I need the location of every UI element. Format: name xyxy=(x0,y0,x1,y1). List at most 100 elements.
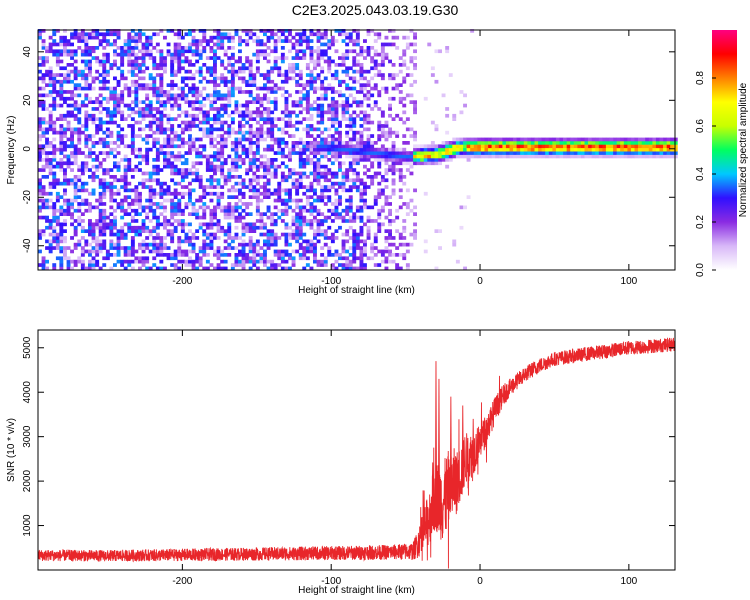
spectrogram-cell xyxy=(213,52,217,57)
spectrogram-cell xyxy=(309,79,314,84)
spectrogram-cell xyxy=(152,188,157,193)
spectrogram-cell xyxy=(259,175,264,179)
spectrogram-cell xyxy=(380,124,385,128)
spectrogram-cell xyxy=(80,168,85,172)
spectrogram-cell xyxy=(63,202,67,206)
spectrogram-cell xyxy=(663,151,667,155)
spectrogram-cell xyxy=(470,29,475,33)
spectrogram-cell xyxy=(359,205,364,210)
spectrogram-cell xyxy=(91,175,96,179)
spectrogram-cell xyxy=(248,83,253,87)
spectrogram-cell xyxy=(338,202,342,206)
spectrogram-cell xyxy=(238,103,242,108)
spectrogram-cell xyxy=(177,107,182,111)
spectrogram-cell xyxy=(641,147,646,152)
spectrogram-cell xyxy=(180,110,185,115)
spectrogram-cell xyxy=(345,49,350,54)
spectrogram-cell xyxy=(105,130,110,135)
spectrogram-cell xyxy=(234,263,239,267)
spectrogram-cell xyxy=(323,127,328,132)
spectrogram-cell xyxy=(116,164,121,169)
spectrogram-cell xyxy=(273,239,278,244)
spectrogram-cell xyxy=(291,215,296,220)
spectrogram-cell xyxy=(88,96,92,101)
spectrogram-cell xyxy=(370,107,375,111)
spectrogram-cell xyxy=(352,42,357,47)
spectrogram-cell xyxy=(273,198,278,203)
spectrogram-cell xyxy=(291,56,296,60)
spectrogram-cell xyxy=(563,141,567,145)
spectrogram-cell xyxy=(309,49,314,54)
spectrogram-cell xyxy=(273,236,278,240)
spectrogram-cell xyxy=(338,198,342,203)
spectrogram-cell xyxy=(359,215,364,220)
spectrogram-cell xyxy=(70,181,74,186)
spectrogram-cell xyxy=(423,144,428,149)
spectrogram-cell xyxy=(123,266,128,271)
spectrogram-cell xyxy=(670,154,675,159)
spectrogram-cell xyxy=(127,259,132,264)
spectrogram-cell xyxy=(220,151,225,155)
spectrogram-cell xyxy=(338,253,342,257)
spectrogram-cell xyxy=(209,212,214,216)
spectrogram-cell xyxy=(180,185,185,189)
spectrogram-cell xyxy=(155,100,160,104)
spectrogram-cell xyxy=(323,29,328,33)
spectrogram-cell xyxy=(209,232,214,237)
spectrogram-cell xyxy=(73,103,78,108)
spectrogram-cell xyxy=(105,154,110,159)
spectrogram-cell xyxy=(366,127,371,132)
spectrogram-cell xyxy=(177,249,182,254)
spectrogram-cell xyxy=(198,249,203,254)
spectrogram-cell xyxy=(273,141,278,145)
spectrogram-cell xyxy=(384,178,389,183)
spectrogram-cell xyxy=(273,137,278,142)
spectrogram-cell xyxy=(545,151,550,155)
spectrogram-cell xyxy=(288,158,292,162)
spectrogram-cell xyxy=(391,178,396,183)
spectrogram-cell xyxy=(91,205,96,210)
spectrogram-cell xyxy=(270,263,275,267)
spectrogram-cell xyxy=(413,144,417,149)
spectrogram-cell xyxy=(355,29,360,33)
spectrogram-cell xyxy=(170,212,175,216)
spectrogram-cell xyxy=(45,158,49,162)
spectrogram-cell xyxy=(280,232,285,237)
spectrogram-cell xyxy=(252,134,257,138)
spectrogram-cell xyxy=(102,144,107,149)
spectrogram-cell xyxy=(138,256,142,261)
spectrogram-cell xyxy=(609,147,614,152)
spectrogram-cell xyxy=(384,151,389,155)
spectrogram-cell xyxy=(105,113,110,118)
spectrogram-cell xyxy=(130,236,135,240)
spectrogram-cell xyxy=(291,46,296,50)
spectrogram-cell xyxy=(373,198,378,203)
spectrogram-cell xyxy=(63,236,67,240)
spectrogram-cell xyxy=(77,141,82,145)
spectrogram-cell xyxy=(180,168,185,172)
spectrogram-cell xyxy=(341,63,346,67)
spectrogram-cell xyxy=(216,229,221,233)
spectrogram-cell xyxy=(245,137,250,142)
spectrogram-cell xyxy=(141,154,146,159)
spectrogram-cell xyxy=(470,154,475,159)
spectrogram-cell xyxy=(73,107,78,111)
spectrogram-cell xyxy=(248,117,253,121)
spectrogram-cell xyxy=(248,266,253,271)
spectrogram-cell xyxy=(55,93,60,98)
spectrogram-cell xyxy=(613,137,617,142)
spectrogram-cell xyxy=(130,266,135,271)
spectrogram-cell xyxy=(123,134,128,138)
spectrogram-cell xyxy=(259,256,264,261)
spectrogram-cell xyxy=(341,39,346,43)
spectrogram-cell xyxy=(345,212,350,216)
spectrogram-cell xyxy=(277,151,282,155)
spectrogram-cell xyxy=(102,195,107,199)
spectrogram-cell xyxy=(373,263,378,267)
spectrogram-cell xyxy=(663,141,667,145)
spectrogram-cell xyxy=(63,113,67,118)
spectrogram-cell xyxy=(348,93,353,98)
spectrogram-cell xyxy=(180,130,185,135)
spectrogram-cell xyxy=(420,158,425,162)
spectrogram-cell xyxy=(184,259,189,264)
